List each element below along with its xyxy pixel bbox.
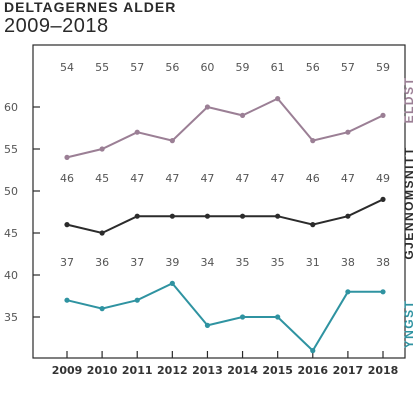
y-tick-label: 50 bbox=[4, 185, 18, 198]
data-point bbox=[380, 112, 386, 118]
data-point bbox=[64, 222, 70, 228]
x-tick-label: 2013 bbox=[192, 364, 223, 377]
data-point bbox=[310, 138, 316, 144]
series-name-label: YNGST bbox=[402, 300, 416, 349]
data-point bbox=[134, 129, 140, 135]
series-name-label: GJENNOMSNITT bbox=[402, 146, 416, 259]
data-label: 47 bbox=[130, 172, 144, 185]
data-label: 31 bbox=[306, 256, 320, 269]
data-label: 35 bbox=[236, 256, 250, 269]
data-point bbox=[64, 154, 70, 160]
data-label: 34 bbox=[200, 256, 214, 269]
data-point bbox=[275, 96, 281, 102]
data-label: 47 bbox=[236, 172, 250, 185]
x-tick-label: 2012 bbox=[157, 364, 188, 377]
series-line-yngst bbox=[66, 282, 383, 353]
data-label: 46 bbox=[60, 172, 74, 185]
data-point bbox=[169, 280, 175, 286]
data-label: 47 bbox=[341, 172, 355, 185]
data-label: 60 bbox=[200, 61, 214, 74]
data-label: 36 bbox=[95, 256, 109, 269]
plot-frame bbox=[32, 44, 406, 359]
y-axis: 35 40 45 50 55 60 bbox=[4, 101, 40, 324]
series-line-eldst bbox=[66, 97, 384, 159]
data-point bbox=[380, 196, 386, 202]
data-label: 56 bbox=[165, 61, 179, 74]
data-label: 35 bbox=[271, 256, 285, 269]
data-label: 37 bbox=[60, 256, 74, 269]
data-point bbox=[239, 112, 246, 118]
y-tick-label: 45 bbox=[4, 227, 18, 240]
data-label: 59 bbox=[236, 61, 250, 74]
x-tick-label: 2009 bbox=[52, 364, 83, 377]
data-point bbox=[310, 222, 316, 228]
x-tick-label: 2014 bbox=[227, 364, 258, 377]
data-point bbox=[64, 297, 70, 303]
series-labels: ELDST GJENNOMSNITT YNGST bbox=[402, 77, 416, 349]
data-point bbox=[169, 213, 175, 219]
data-label: 37 bbox=[130, 256, 144, 269]
data-label: 61 bbox=[271, 61, 285, 74]
x-tick-label: 2018 bbox=[368, 364, 399, 377]
data-label: 55 bbox=[95, 61, 109, 74]
data-label: 47 bbox=[271, 172, 285, 185]
data-point bbox=[345, 289, 351, 295]
data-label: 49 bbox=[376, 172, 390, 185]
data-point bbox=[204, 213, 211, 219]
data-label: 38 bbox=[376, 256, 390, 269]
x-axis: 2009 2010 2011 2012 2013 2014 2015 2016 2017 2018 bbox=[52, 351, 399, 377]
data-point bbox=[345, 213, 351, 219]
data-point bbox=[380, 289, 386, 295]
data-label: 57 bbox=[130, 61, 144, 74]
x-tick-label: 2010 bbox=[87, 364, 118, 377]
data-point bbox=[169, 138, 175, 144]
data-point bbox=[275, 314, 281, 320]
data-point bbox=[204, 104, 211, 110]
data-label: 38 bbox=[341, 256, 355, 269]
data-point bbox=[310, 348, 316, 354]
chart-subtitle: 2009–2018 bbox=[4, 15, 109, 37]
y-tick-label: 55 bbox=[4, 143, 18, 156]
data-point bbox=[134, 213, 140, 219]
x-tick-label: 2017 bbox=[333, 364, 364, 377]
series-line-gjennomsnitt bbox=[66, 198, 384, 235]
y-tick-label: 60 bbox=[4, 101, 18, 114]
data-point bbox=[345, 129, 351, 135]
series-name-label: ELDST bbox=[402, 77, 416, 124]
chart-title: DELTAGERNES ALDER bbox=[4, 0, 177, 15]
data-label: 45 bbox=[95, 172, 109, 185]
x-tick-label: 2011 bbox=[122, 364, 153, 377]
data-point bbox=[239, 314, 246, 320]
data-label: 47 bbox=[200, 172, 214, 185]
data-label: 47 bbox=[165, 172, 179, 185]
x-tick-label: 2016 bbox=[297, 364, 328, 377]
data-point bbox=[134, 297, 140, 303]
data-point bbox=[99, 230, 105, 236]
x-tick-label: 2015 bbox=[262, 364, 293, 377]
y-tick-label: 40 bbox=[4, 269, 18, 282]
data-label: 46 bbox=[306, 172, 320, 185]
data-label: 54 bbox=[60, 61, 74, 74]
data-point bbox=[204, 322, 211, 328]
data-point bbox=[99, 306, 105, 312]
data-point bbox=[275, 213, 281, 219]
data-label: 59 bbox=[376, 61, 390, 74]
data-label: 39 bbox=[165, 256, 179, 269]
data-point bbox=[239, 213, 246, 219]
data-label: 56 bbox=[306, 61, 320, 74]
series-group: 54 55 57 56 60 59 61 56 57 59 46 45 47 47 47 47 47 46 47 49… bbox=[60, 61, 390, 354]
y-tick-label: 35 bbox=[4, 311, 18, 324]
data-point bbox=[99, 146, 105, 152]
data-label: 57 bbox=[341, 61, 355, 74]
